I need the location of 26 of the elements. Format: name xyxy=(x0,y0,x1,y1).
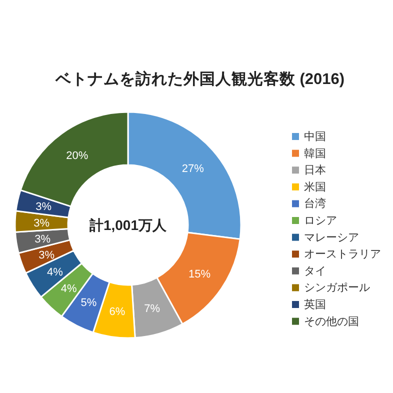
data-label: 6% xyxy=(109,306,126,318)
data-label: 3% xyxy=(34,217,50,230)
legend-label: 台湾 xyxy=(304,197,326,210)
data-label: 5% xyxy=(80,297,97,310)
legend-label: 韓国 xyxy=(304,146,326,160)
legend-label: 中国 xyxy=(304,130,326,143)
chart-title: ベトナムを訪れた外国人観光客数 (2016) xyxy=(54,69,345,88)
data-label: 3% xyxy=(38,249,55,262)
data-label: 7% xyxy=(144,303,160,316)
data-label: 20% xyxy=(66,150,88,162)
legend-label: ロシア xyxy=(304,215,337,227)
data-label: 15% xyxy=(188,268,211,281)
legend-label: オーストラリア xyxy=(304,248,381,261)
data-label: 27% xyxy=(182,162,204,175)
data-label: 3% xyxy=(34,234,51,246)
legend-label: マレーシア xyxy=(304,232,359,244)
legend-label: 日本 xyxy=(304,164,326,177)
data-label: 4% xyxy=(60,283,77,296)
legend-label: 英国 xyxy=(304,298,326,311)
legend-label: その他の国 xyxy=(304,316,359,328)
legend-label: タイ xyxy=(304,265,326,278)
legend-label: 米国 xyxy=(304,180,326,194)
legend-label: シンガポール xyxy=(304,282,370,294)
data-label: 3% xyxy=(36,201,52,214)
data-label: 4% xyxy=(47,266,64,278)
text: 計1,001万人 xyxy=(88,217,168,233)
